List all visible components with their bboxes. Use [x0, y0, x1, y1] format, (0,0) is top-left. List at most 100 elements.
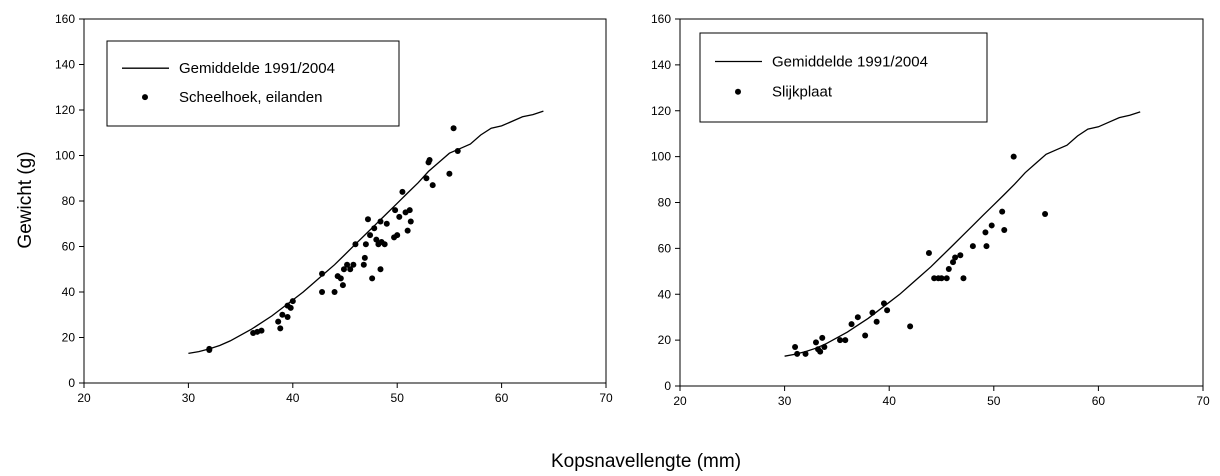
- data-point: [1042, 210, 1049, 217]
- data-point: [925, 249, 932, 256]
- data-point: [862, 332, 869, 339]
- data-point: [331, 289, 338, 295]
- data-point: [337, 275, 344, 282]
- data-point: [1010, 153, 1017, 160]
- data-point: [794, 350, 801, 357]
- data-point: [880, 300, 887, 307]
- data-point: [454, 147, 461, 154]
- y-tick-label: 160: [651, 12, 671, 26]
- data-point: [945, 266, 952, 273]
- data-point: [426, 157, 433, 164]
- data-point: [983, 243, 990, 250]
- y-tick-label: 80: [658, 196, 672, 210]
- data-point: [446, 170, 453, 177]
- x-tick-label: 20: [77, 391, 91, 405]
- y-tick-label: 100: [651, 150, 671, 164]
- y-tick-label: 100: [55, 149, 75, 163]
- data-point: [377, 266, 384, 273]
- data-point: [819, 334, 826, 341]
- data-point: [377, 218, 384, 225]
- data-point: [792, 344, 799, 351]
- data-point: [848, 321, 855, 328]
- data-point: [347, 266, 354, 273]
- x-tick-label: 50: [987, 394, 1001, 408]
- legend-label-dots: Scheelhoek, eilanden: [179, 89, 322, 106]
- data-point: [371, 225, 378, 232]
- y-tick-label: 20: [62, 331, 76, 345]
- data-point: [952, 254, 959, 261]
- data-point: [396, 213, 403, 220]
- data-point: [350, 261, 357, 268]
- data-point: [277, 325, 284, 332]
- data-point: [873, 318, 880, 325]
- data-point: [938, 275, 945, 282]
- data-point: [361, 254, 368, 261]
- x-tick-label: 30: [778, 394, 792, 408]
- data-point: [258, 327, 265, 334]
- x-tick-label: 40: [883, 394, 897, 408]
- y-tick-label: 20: [658, 333, 672, 347]
- chart-right: 20 30 40 50 60 70020406080100120140160Gemidde…: [651, 12, 1210, 408]
- data-point: [837, 337, 844, 344]
- legend-box: [699, 32, 988, 123]
- legend-label-line: Gemiddelde 1991/2004: [179, 60, 335, 77]
- data-point: [842, 337, 849, 344]
- data-point: [450, 125, 457, 132]
- data-point: [423, 175, 430, 182]
- y-tick-label: 40: [62, 285, 76, 299]
- data-point: [289, 298, 296, 305]
- mean-curve: [188, 110, 544, 355]
- data-point: [394, 232, 401, 239]
- data-point: [319, 289, 326, 295]
- data-point: [960, 275, 967, 282]
- data-point: [279, 311, 286, 318]
- data-point: [943, 275, 950, 282]
- y-tick-label: 0: [68, 376, 75, 390]
- y-tick-label: 60: [62, 240, 76, 254]
- chart-left: 20 30 40 50 60 70020406080100120140160Gemidde…: [55, 12, 613, 405]
- data-point: [369, 275, 376, 282]
- x-tick-label: 40: [286, 391, 300, 405]
- data-point: [931, 275, 938, 282]
- data-point: [344, 261, 351, 268]
- x-tick-label: 60: [495, 391, 509, 405]
- x-tick-label: 70: [599, 391, 613, 405]
- data-point: [884, 307, 891, 314]
- y-tick-label: 40: [658, 287, 672, 301]
- data-point: [817, 348, 824, 355]
- data-point: [957, 252, 964, 259]
- data-point: [284, 314, 291, 321]
- data-point: [364, 216, 371, 223]
- data-point: [392, 207, 399, 214]
- data-point: [406, 207, 413, 214]
- data-point: [275, 318, 282, 325]
- data-point: [821, 344, 828, 351]
- data-point: [362, 241, 369, 248]
- y-tick-label: 60: [658, 241, 672, 255]
- y-tick-label: 0: [664, 379, 671, 393]
- data-point: [367, 232, 374, 239]
- x-tick-label: 20: [673, 394, 687, 408]
- y-tick-label: 80: [62, 194, 76, 208]
- x-axis-label: Kopsnavellengte (mm): [551, 451, 741, 472]
- data-point: [907, 323, 914, 330]
- y-tick-label: 160: [55, 12, 75, 26]
- data-point: [352, 241, 359, 248]
- data-point: [429, 182, 436, 189]
- data-point: [319, 270, 326, 277]
- y-tick-label: 140: [55, 58, 75, 72]
- mean-curve: [784, 111, 1141, 357]
- legend-dot-swatch: [142, 94, 148, 101]
- data-point: [982, 229, 989, 236]
- data-point: [383, 220, 390, 227]
- data-point: [287, 304, 294, 311]
- data-point: [950, 259, 957, 266]
- data-point: [1001, 227, 1008, 234]
- x-tick-label: 50: [391, 391, 405, 405]
- data-point: [206, 345, 213, 352]
- y-axis-label: Gewicht (g): [15, 151, 36, 248]
- data-point: [373, 236, 380, 243]
- x-tick-label: 70: [1196, 394, 1210, 408]
- data-point: [812, 339, 819, 346]
